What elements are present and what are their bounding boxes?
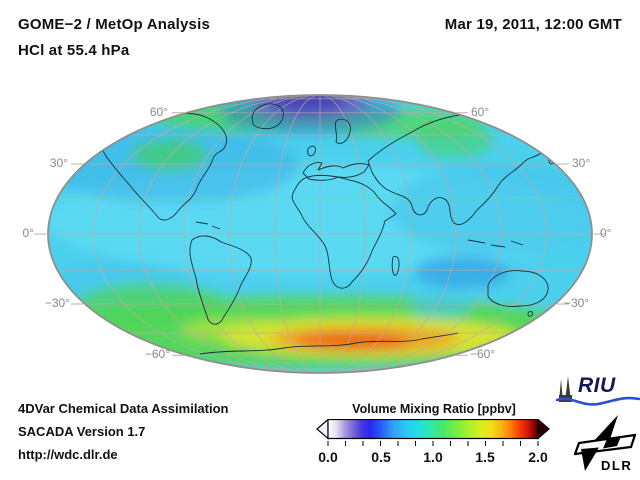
lat-label-left-60: 60° — [149, 105, 168, 119]
globe-outline — [47, 94, 593, 374]
colorbar-tick-0: 0.0 — [318, 449, 338, 465]
footer-version-label: SACADA Version 1.7 — [18, 424, 146, 439]
colorbar-gradient — [316, 419, 550, 446]
colorbar-tick-2: 2.0 — [528, 449, 548, 465]
riu-logo: RIU — [556, 374, 640, 408]
coast-europe — [302, 162, 370, 181]
dlr-logo: DLR — [574, 415, 636, 473]
datetime-label: Mar 19, 2011, 12:00 GMT — [444, 16, 622, 33]
colorbar-left-arrow — [316, 419, 329, 440]
dlr-logo-text: DLR — [601, 458, 632, 473]
colorbar-minor-ticks — [327, 441, 539, 446]
colorbar-tick-05: 0.5 — [371, 449, 391, 465]
coast-south-america — [189, 235, 252, 325]
coast-indonesia — [467, 239, 524, 248]
lat-label-right-m30: −30° — [564, 296, 590, 310]
colorbar-right-arrow — [537, 419, 550, 440]
latitude-tick-stubs — [34, 112, 606, 356]
riu-logo-text: RIU — [578, 374, 616, 397]
coast-africa — [291, 174, 397, 289]
lat-label-left-m60: −60° — [144, 347, 170, 361]
colorbar-tick-1: 1.0 — [423, 449, 443, 465]
coast-australia — [487, 270, 549, 307]
lat-label-left-m30: −30° — [44, 296, 70, 310]
lat-label-right-30: 30° — [572, 156, 591, 170]
lat-label-right-60: 60° — [471, 105, 490, 119]
coast-antarctica — [199, 332, 459, 355]
footer-url-label: http://wdc.dlr.de — [18, 447, 118, 462]
colorbar-bar — [327, 419, 539, 440]
coast-caribbean — [195, 221, 221, 230]
plot-title-line1: GOME−2 / MetOp Analysis — [18, 16, 211, 33]
plot-title-line2: HCl at 55.4 hPa — [18, 42, 130, 59]
colorbar-title: Volume Mixing Ratio [ppbv] — [352, 402, 516, 416]
lat-label-right-m60: −60° — [470, 347, 496, 361]
coast-madagascar — [391, 256, 400, 276]
lat-label-left-0: 0° — [22, 226, 34, 240]
riu-wave-icon — [556, 396, 640, 406]
lat-label-right-0: 0° — [600, 226, 612, 240]
coast-british-isles — [307, 145, 316, 157]
coast-tasmania — [527, 311, 533, 317]
coast-greenland — [251, 103, 284, 130]
footer-assimilation-label: 4DVar Chemical Data Assimilation — [18, 401, 229, 416]
colorbar-tick-15: 1.5 — [475, 449, 495, 465]
coast-scandinavia — [334, 118, 351, 144]
globe-data-field — [48, 95, 592, 373]
lat-label-left-30: 30° — [49, 156, 68, 170]
